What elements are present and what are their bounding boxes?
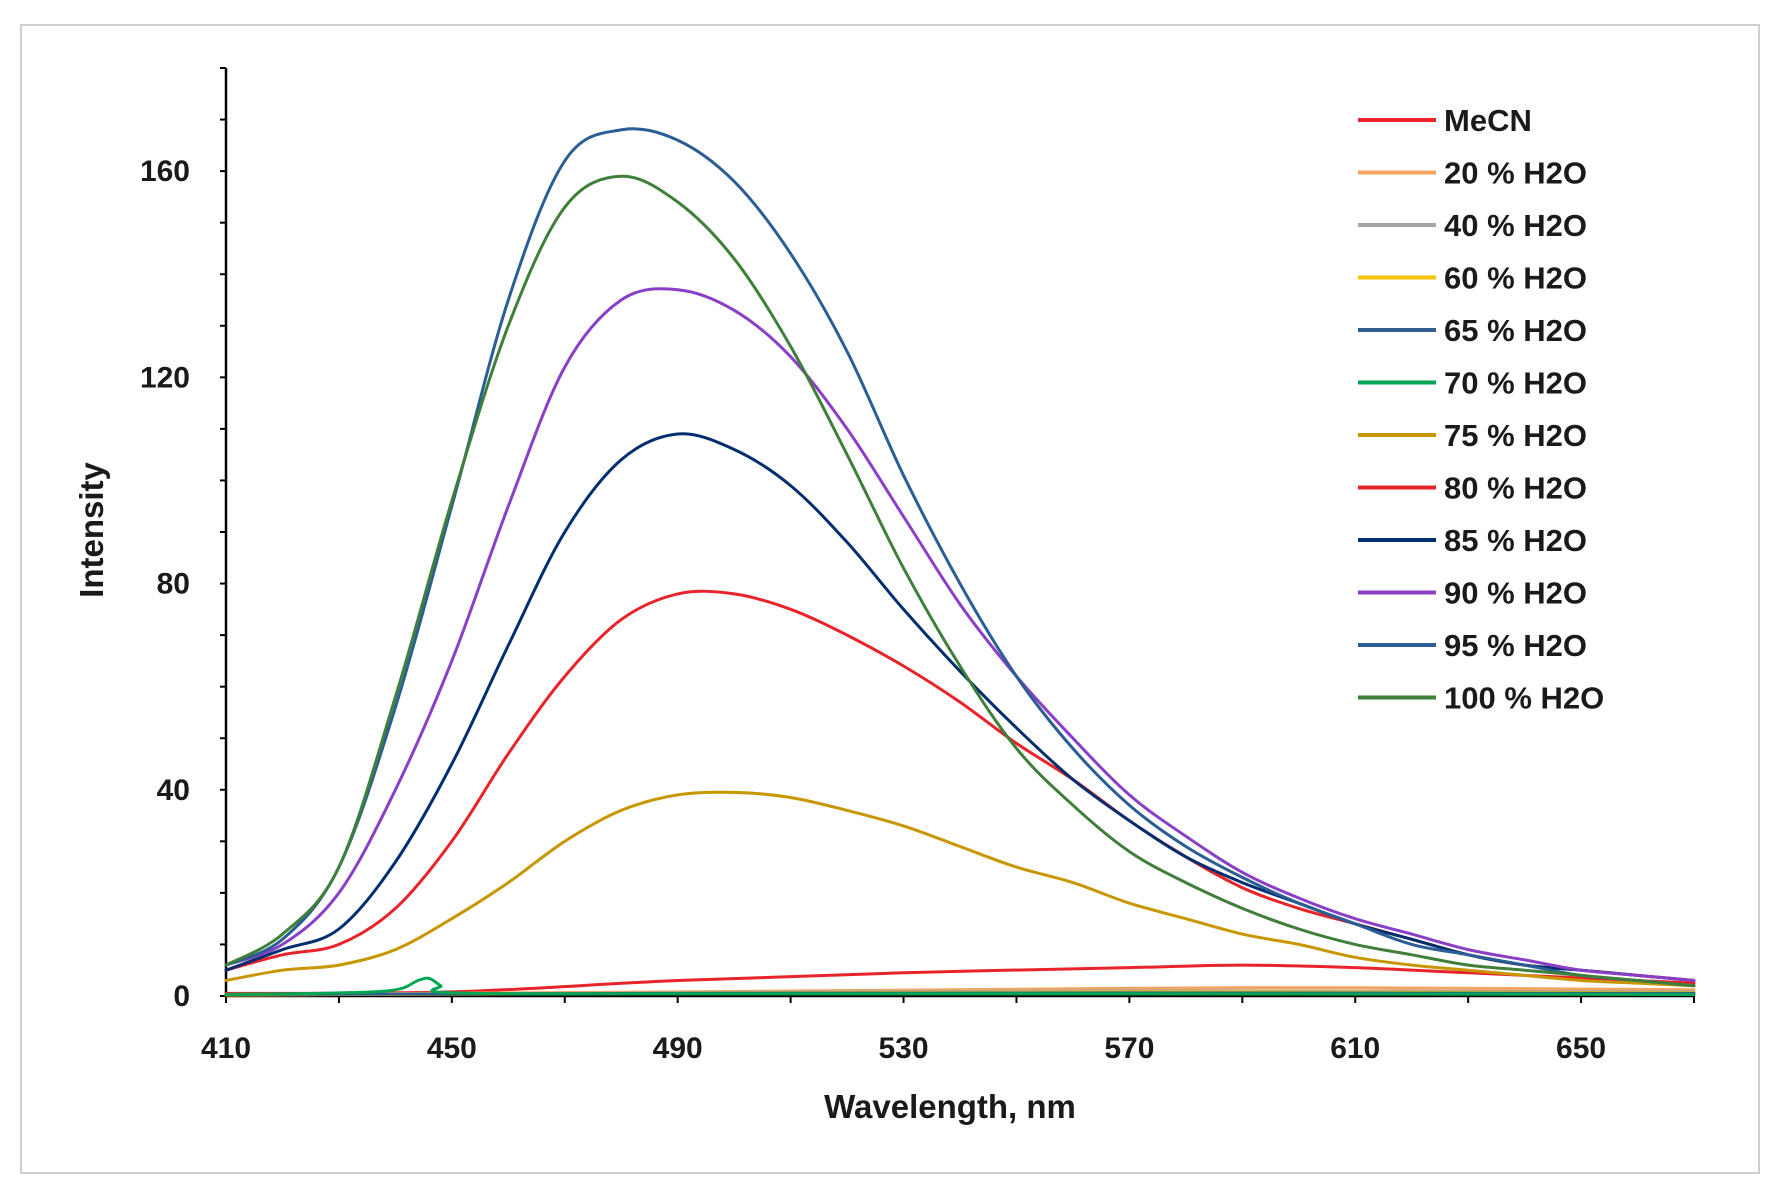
series-line-100-h2o <box>224 174 1696 988</box>
axes: 0 40 80 120 160 410 450 490 530 570 610 650 <box>140 67 1695 1065</box>
series-line-85-h2o <box>224 432 1696 982</box>
legend-label-90-h2o: 90 % H2O <box>1444 576 1587 611</box>
legend-label-100-h2o: 100 % H2O <box>1444 681 1604 716</box>
y-tick-label: 120 <box>140 361 190 394</box>
y-tick-label: 160 <box>140 155 190 188</box>
series-line-mecn <box>224 963 1696 995</box>
y-axis-title: Intensity <box>73 462 110 598</box>
x-tick-label: 410 <box>201 1032 251 1065</box>
plot-area <box>224 127 1696 997</box>
x-tick-label: 530 <box>879 1032 929 1065</box>
legend-label-95-h2o: 95 % H2O <box>1444 628 1587 663</box>
legend-label-20-h2o: 20 % H2O <box>1444 156 1587 191</box>
legend-label-60-h2o: 60 % H2O <box>1444 261 1587 296</box>
legend-label-70-h2o: 70 % H2O <box>1444 366 1587 401</box>
x-tick-label: 650 <box>1556 1032 1606 1065</box>
x-tick-label: 570 <box>1104 1032 1154 1065</box>
series-line-95-h2o <box>224 127 1696 988</box>
series-line-75-h2o <box>224 790 1696 988</box>
legend-label-mecn: MeCN <box>1444 103 1532 138</box>
y-tick-label: 40 <box>157 774 190 807</box>
legend-label-65-h2o: 65 % H2O <box>1444 313 1587 348</box>
y-tick-label: 0 <box>173 980 190 1013</box>
figure-frame <box>20 24 1760 1174</box>
x-tick-label: 450 <box>427 1032 477 1065</box>
legend-label-40-h2o: 40 % H2O <box>1444 208 1587 243</box>
legend: MeCN 20 % H2O 40 % H2O 60 % H2O 65 % H2O 70 %… <box>1358 103 1604 716</box>
x-tick-label: 610 <box>1330 1032 1380 1065</box>
series-line-90-h2o <box>224 287 1696 982</box>
y-tick-label: 80 <box>157 568 190 601</box>
legend-label-75-h2o: 75 % H2O <box>1444 418 1587 453</box>
legend-label-80-h2o: 80 % H2O <box>1444 471 1587 506</box>
x-axis-title: Wavelength, nm <box>824 1088 1076 1125</box>
legend-label-85-h2o: 85 % H2O <box>1444 523 1587 558</box>
x-tick-label: 490 <box>653 1032 703 1065</box>
series-line-70-h2o <box>224 976 1696 996</box>
